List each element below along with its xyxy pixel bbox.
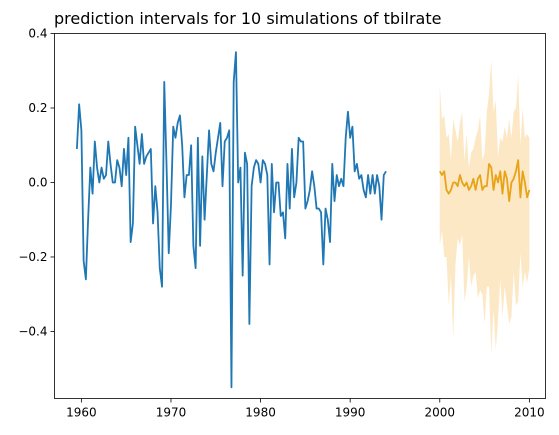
x-tick-label: 2010: [514, 406, 545, 420]
series-line-forecast: [438, 159, 531, 203]
prediction-band: [439, 59, 530, 354]
x-tick-label: 2000: [425, 406, 456, 420]
y-tick-label: 0.0: [28, 175, 47, 189]
chart-title: prediction intervals for 10 simulations …: [54, 9, 441, 28]
x-axis: 1960 1970 1980 1990 2000 2010: [66, 398, 545, 420]
y-tick-label: −0.2: [18, 250, 47, 264]
y-axis: −0.4 −0.2 0.0 0.2 0.4: [18, 27, 55, 338]
series-line-history: [76, 51, 387, 389]
plot-area: [54, 33, 546, 399]
series-lines: [76, 51, 531, 389]
x-tick-label: 1960: [66, 406, 97, 420]
x-tick-label: 1980: [245, 406, 276, 420]
x-tick-label: 1990: [335, 406, 366, 420]
y-tick-label: 0.4: [28, 27, 47, 41]
x-tick-label: 1970: [156, 406, 187, 420]
y-tick-label: 0.2: [28, 101, 47, 115]
y-tick-label: −0.4: [18, 324, 47, 338]
prediction-interval-band: [439, 59, 530, 354]
